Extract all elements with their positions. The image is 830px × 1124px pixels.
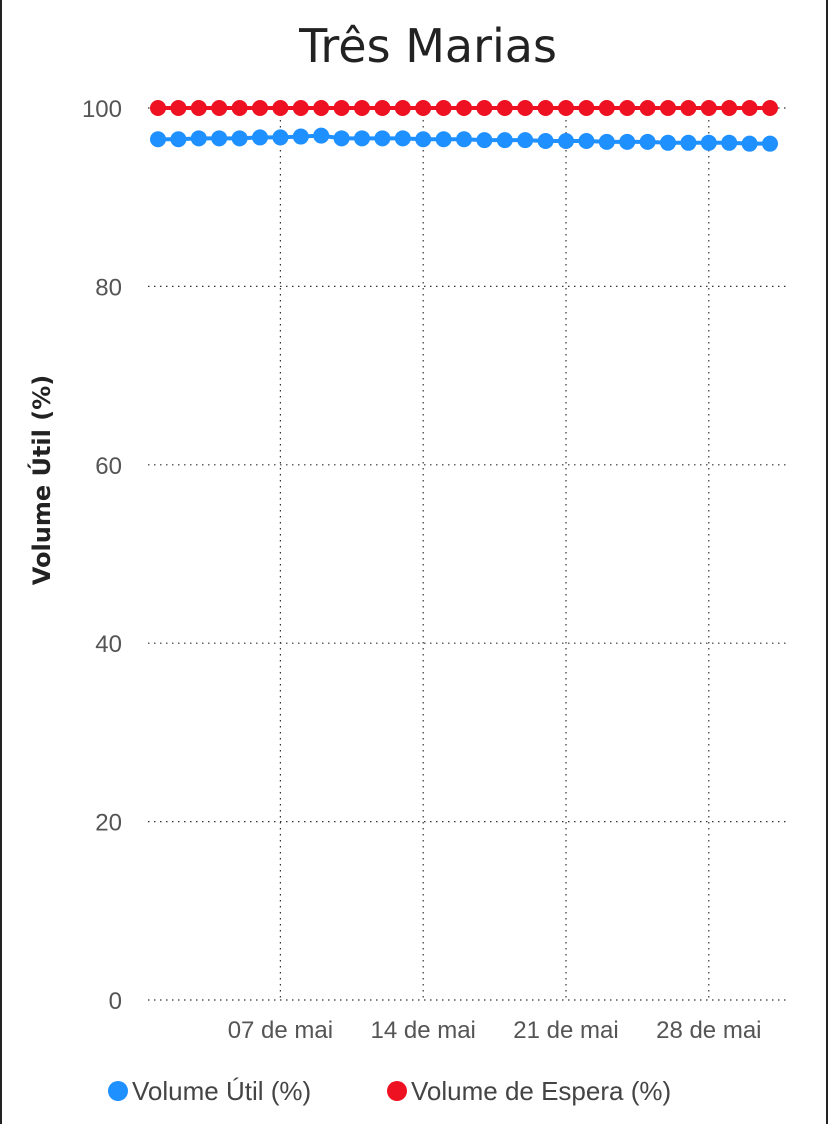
series-1 <box>150 100 778 116</box>
data-point[interactable] <box>435 131 452 148</box>
legend-marker <box>387 1081 407 1101</box>
data-point[interactable] <box>374 130 391 147</box>
data-point[interactable] <box>537 100 554 116</box>
data-point[interactable] <box>211 100 228 116</box>
data-point[interactable] <box>721 134 738 151</box>
y-axis-label: Volume Útil (%) <box>26 375 56 585</box>
data-point[interactable] <box>190 100 207 116</box>
data-point[interactable] <box>639 133 656 150</box>
data-point[interactable] <box>394 130 411 147</box>
data-point[interactable] <box>435 100 452 116</box>
data-point[interactable] <box>415 100 432 116</box>
data-point[interactable] <box>700 134 717 151</box>
data-point[interactable] <box>598 100 615 116</box>
x-tick-label: 21 de mai <box>513 1017 618 1044</box>
data-point[interactable] <box>272 100 289 116</box>
data-point[interactable] <box>456 100 472 116</box>
data-point[interactable] <box>394 100 411 116</box>
y-axis-ticks: 0 20 40 60 80 100 <box>82 96 122 1015</box>
data-point[interactable] <box>190 130 207 147</box>
data-point[interactable] <box>639 100 656 116</box>
y-tick-label: 0 <box>109 988 122 1015</box>
data-point[interactable] <box>578 133 595 150</box>
data-point[interactable] <box>211 130 228 147</box>
data-point[interactable] <box>333 100 350 116</box>
legend-label: Volume de Espera (%) <box>411 1076 671 1106</box>
data-point[interactable] <box>272 129 289 146</box>
y-tick-label: 80 <box>95 274 122 301</box>
y-tick-label: 60 <box>95 453 122 480</box>
data-point[interactable] <box>170 131 187 148</box>
series <box>150 100 778 152</box>
data-point[interactable] <box>700 100 717 116</box>
data-point[interactable] <box>558 133 574 150</box>
data-point[interactable] <box>578 100 595 116</box>
data-point[interactable] <box>558 100 574 116</box>
x-tick-label: 14 de mai <box>370 1017 475 1044</box>
data-point[interactable] <box>374 100 391 116</box>
data-point[interactable] <box>333 130 350 147</box>
data-point[interactable] <box>619 100 636 116</box>
data-point[interactable] <box>252 100 268 116</box>
data-point[interactable] <box>598 133 615 150</box>
data-point[interactable] <box>292 100 309 116</box>
data-point[interactable] <box>252 129 268 146</box>
data-point[interactable] <box>762 135 778 152</box>
data-point[interactable] <box>660 134 676 151</box>
x-axis-ticks: 07 de mai 14 de mai 21 de mai 28 de mai <box>228 1017 762 1044</box>
series-0 <box>150 127 778 152</box>
y-tick-label: 40 <box>95 631 122 658</box>
data-point[interactable] <box>354 100 370 116</box>
x-tick-label: 07 de mai <box>228 1017 333 1044</box>
legend-marker <box>108 1081 128 1101</box>
data-point[interactable] <box>680 134 697 151</box>
data-point[interactable] <box>680 100 697 116</box>
data-point[interactable] <box>660 100 676 116</box>
data-point[interactable] <box>517 132 534 149</box>
data-point[interactable] <box>496 132 513 149</box>
data-point[interactable] <box>313 127 330 144</box>
data-point[interactable] <box>150 131 166 148</box>
data-point[interactable] <box>741 135 758 152</box>
chart-title: Três Marias <box>298 19 557 73</box>
data-point[interactable] <box>476 100 493 116</box>
data-point[interactable] <box>537 133 554 150</box>
data-point[interactable] <box>476 132 493 149</box>
legend-item[interactable]: Volume de Espera (%) <box>387 1076 671 1106</box>
data-point[interactable] <box>619 133 636 150</box>
data-point[interactable] <box>292 128 309 145</box>
data-point[interactable] <box>496 100 513 116</box>
y-tick-label: 100 <box>82 96 122 123</box>
grid <box>148 107 790 1001</box>
data-point[interactable] <box>456 131 472 148</box>
y-tick-label: 20 <box>95 810 122 837</box>
x-tick-label: 28 de mai <box>656 1017 761 1044</box>
data-point[interactable] <box>313 100 330 116</box>
legend-label: Volume Útil (%) <box>132 1076 311 1106</box>
data-point[interactable] <box>150 100 166 116</box>
data-point[interactable] <box>170 100 187 116</box>
data-point[interactable] <box>231 100 248 116</box>
legend: Volume Útil (%) Volume de Espera (%) <box>108 1076 671 1106</box>
data-point[interactable] <box>721 100 738 116</box>
legend-item[interactable]: Volume Útil (%) <box>108 1076 311 1106</box>
data-point[interactable] <box>762 100 778 116</box>
data-point[interactable] <box>231 130 248 147</box>
data-point[interactable] <box>415 131 432 148</box>
data-point[interactable] <box>517 100 534 116</box>
data-point[interactable] <box>741 100 758 116</box>
data-point[interactable] <box>354 130 370 147</box>
